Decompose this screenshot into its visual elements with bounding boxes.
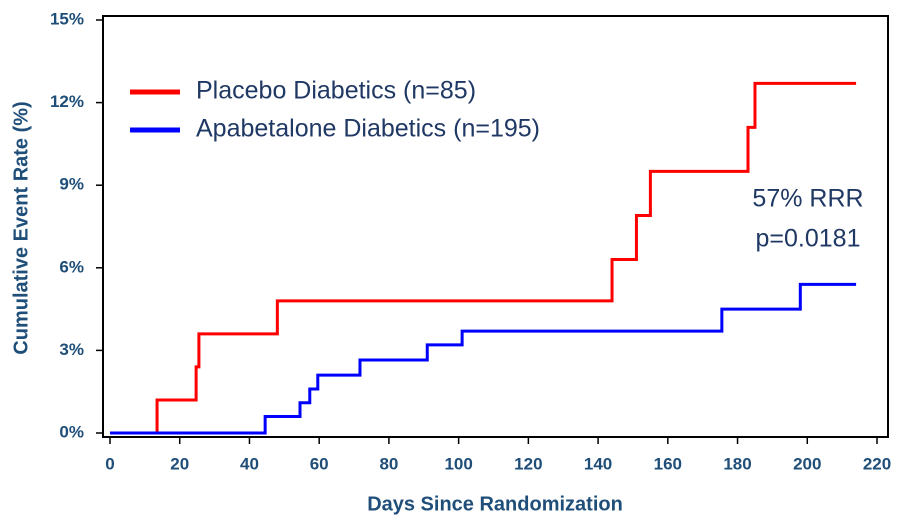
x-tick-label: 40 (240, 454, 259, 473)
step-line (110, 81, 857, 435)
x-tick-label: 20 (170, 454, 189, 473)
legend-label: Apabetalone Diabetics (n=195) (196, 115, 540, 143)
y-axis-label: Cumulative Event Rate (%) (10, 101, 32, 354)
x-axis-label: Days Since Randomization (367, 493, 623, 515)
plot-frame (102, 15, 889, 438)
y-tick-label: 6% (59, 257, 84, 276)
x-tick-label: 80 (379, 454, 398, 473)
x-tick-label: 200 (793, 454, 821, 473)
annotation: p=0.0181 (756, 225, 861, 253)
y-tick-label: 9% (59, 175, 84, 194)
y-tick-label: 15% (50, 9, 84, 28)
x-tick-label: 120 (514, 454, 542, 473)
x-tick-label: 60 (310, 454, 329, 473)
x-tick-label: 0 (105, 454, 114, 473)
x-tick-label: 220 (863, 454, 891, 473)
legend-label: Placebo Diabetics (n=85) (196, 77, 476, 105)
y-tick-label: 12% (50, 92, 84, 111)
y-tick-label: 3% (59, 340, 84, 359)
y-tick-label: 0% (59, 422, 84, 441)
x-tick-label: 160 (654, 454, 682, 473)
x-tick-label: 100 (444, 454, 472, 473)
x-tick-label: 180 (723, 454, 751, 473)
annotation: 57% RRR (752, 185, 863, 213)
x-tick-label: 140 (584, 454, 612, 473)
step-line (110, 282, 857, 435)
